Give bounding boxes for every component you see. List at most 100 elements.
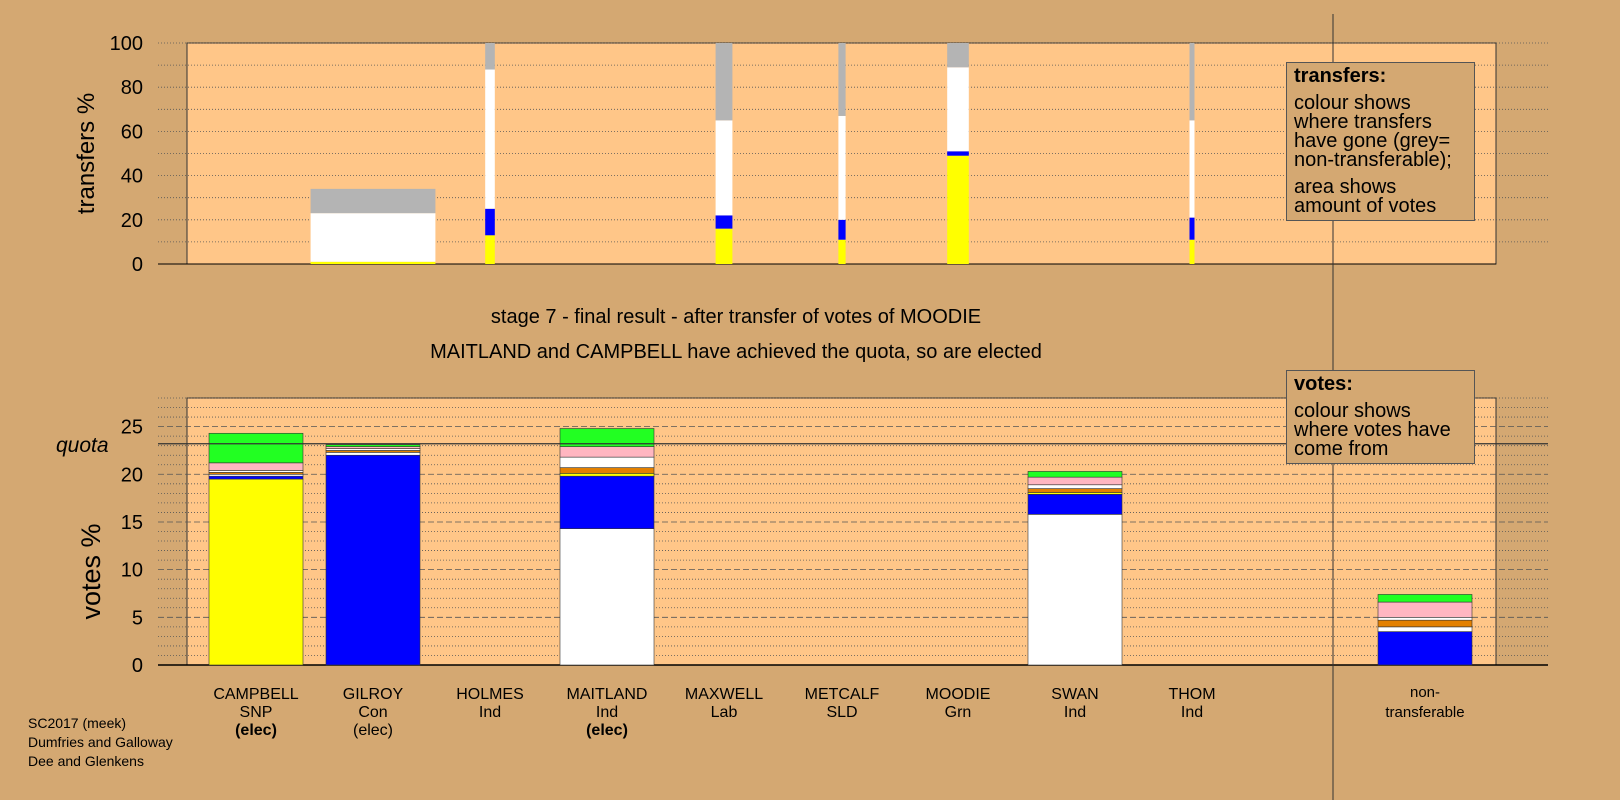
votes-legend-text: colour shows where votes have come from xyxy=(1294,400,1451,460)
transfer-segment xyxy=(947,67,969,152)
transfer-segment xyxy=(485,43,495,70)
candidate-party: Ind xyxy=(1181,704,1203,721)
candidate-party: Ind xyxy=(479,704,501,721)
transfer-segment xyxy=(485,208,495,236)
candidate-status: (elec) xyxy=(235,722,277,739)
transfer-segment xyxy=(1189,217,1195,240)
transfer-segment xyxy=(838,115,846,220)
footnote-system: SC2017 (meek) xyxy=(28,715,127,731)
candidate-party: SLD xyxy=(826,704,857,721)
candidate-name: MOODIE xyxy=(926,686,991,703)
transfer-segment xyxy=(947,151,969,156)
candidate-name: CAMPBELL xyxy=(213,686,298,703)
vote-segment xyxy=(1027,471,1123,478)
quota-label: quota xyxy=(56,434,109,457)
candidate-party: Grn xyxy=(945,704,972,721)
vote-segment xyxy=(1377,617,1473,621)
transfers-legend-title: transfers: xyxy=(1294,65,1387,87)
candidate-name: MAITLAND xyxy=(567,686,648,703)
votes-tick-label: 0 xyxy=(132,655,143,677)
transfer-segment xyxy=(1189,239,1195,264)
candidate-name: GILROY xyxy=(343,686,404,703)
transfer-segment xyxy=(1189,120,1195,218)
transfers-tick-label: 20 xyxy=(121,210,143,232)
candidate-status: (elec) xyxy=(353,722,393,739)
transfer-segment xyxy=(1189,43,1195,121)
vote-segment xyxy=(1377,594,1473,603)
transfers-axis-title: transfers % xyxy=(73,93,100,214)
votes-axis-title: votes % xyxy=(76,523,106,619)
stage-title: stage 7 - final result - after transfer … xyxy=(491,306,981,328)
transfer-segment xyxy=(947,155,969,264)
vote-segment xyxy=(559,475,655,529)
vote-segment xyxy=(1027,476,1123,486)
transfers-tick-label: 0 xyxy=(132,254,143,276)
transfers-tick-label: 40 xyxy=(121,166,143,188)
votes-tick-label: 20 xyxy=(121,464,143,486)
transfer-segment xyxy=(310,213,436,262)
nontransferable-label-line1: non- xyxy=(1410,684,1440,701)
vote-segment xyxy=(559,428,655,447)
candidate-name: THOM xyxy=(1168,686,1215,703)
transfer-segment xyxy=(485,69,495,209)
transfers-legend-text-colour: colour shows where transfers have gone (… xyxy=(1294,92,1452,171)
vote-segment xyxy=(208,432,304,464)
candidate-name: MAXWELL xyxy=(685,686,763,703)
candidate-party: Lab xyxy=(711,704,738,721)
transfer-segment xyxy=(310,261,436,264)
candidate-party: Ind xyxy=(1064,704,1086,721)
candidate-name: METCALF xyxy=(805,686,880,703)
vote-segment xyxy=(1027,488,1123,493)
transfers-tick-label: 60 xyxy=(121,121,143,143)
transfer-segment xyxy=(947,43,969,68)
transfer-segment xyxy=(838,219,846,240)
vote-segment xyxy=(559,528,655,666)
vote-segment xyxy=(1377,631,1473,666)
transfer-segment xyxy=(485,235,495,264)
vote-segment xyxy=(1377,626,1473,632)
nontransferable-label-line2: transferable xyxy=(1385,704,1464,721)
vote-segment xyxy=(559,473,655,477)
transfer-segment xyxy=(715,43,733,121)
vote-segment xyxy=(208,462,304,471)
candidate-name: HOLMES xyxy=(456,686,524,703)
vote-segment xyxy=(1377,601,1473,618)
vote-segment xyxy=(325,452,421,456)
votes-legend-title: votes: xyxy=(1294,373,1353,395)
candidate-party: Ind xyxy=(596,704,618,721)
candidate-name: SWAN xyxy=(1051,686,1098,703)
vote-segment xyxy=(1027,484,1123,489)
footnote-ward: Dee and Glenkens xyxy=(28,753,144,769)
votes-tick-label: 25 xyxy=(121,417,143,439)
footnote: SC2017 (meek) Dumfries and Galloway Dee … xyxy=(28,714,173,771)
candidate-party: SNP xyxy=(240,704,273,721)
votes-tick-label: 15 xyxy=(121,512,143,534)
vote-segment xyxy=(325,454,421,666)
votes-tick-label: 10 xyxy=(121,560,143,582)
vote-segment xyxy=(1027,494,1123,515)
vote-segment xyxy=(208,478,304,666)
votes-legend: votes: colour shows where votes have com… xyxy=(1286,370,1475,464)
transfers-legend-text-area: area shows amount of votes xyxy=(1294,176,1437,217)
transfer-segment xyxy=(715,228,733,264)
vote-segment xyxy=(559,456,655,468)
transfer-segment xyxy=(838,239,846,264)
candidate-party: Con xyxy=(358,704,387,721)
vote-segment xyxy=(559,467,655,474)
transfers-tick-label: 80 xyxy=(121,77,143,99)
vote-segment xyxy=(559,446,655,458)
vote-segment xyxy=(1027,514,1123,666)
transfers-legend: transfers: colour shows where transfers … xyxy=(1286,62,1475,221)
transfer-segment xyxy=(838,43,846,116)
candidate-status: (elec) xyxy=(586,722,628,739)
vote-segment xyxy=(1377,619,1473,628)
transfer-segment xyxy=(310,188,436,214)
votes-tick-label: 5 xyxy=(132,607,143,629)
transfer-segment xyxy=(715,120,733,216)
vote-segment xyxy=(208,475,304,480)
transfer-segment xyxy=(715,215,733,229)
stage-subtitle: MAITLAND and CAMPBELL have achieved the … xyxy=(430,341,1042,363)
vote-segment xyxy=(325,444,421,447)
footnote-council: Dumfries and Galloway xyxy=(28,734,173,750)
